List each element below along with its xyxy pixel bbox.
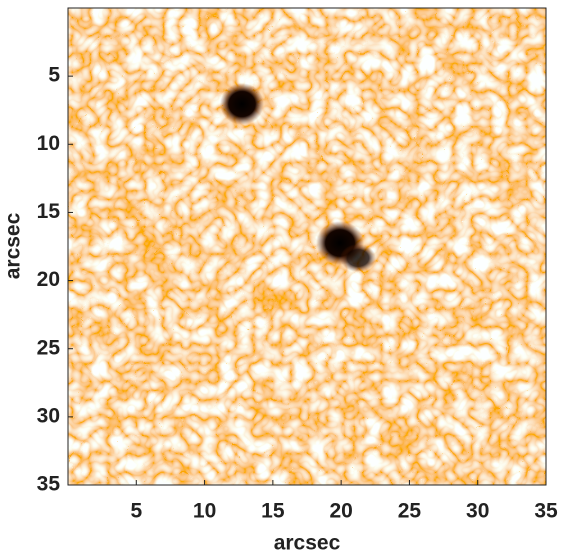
x-axis-label: arcsec xyxy=(274,532,341,555)
y-tick-label: 30 xyxy=(37,404,60,427)
plot-frame xyxy=(67,7,547,486)
x-tick-label: 30 xyxy=(466,500,489,523)
sunspot xyxy=(340,244,376,272)
x-tick-label: 5 xyxy=(130,500,142,523)
image xyxy=(68,8,546,485)
granulation xyxy=(68,8,546,485)
x-tick-label: 20 xyxy=(329,500,352,523)
y-tick-label: 25 xyxy=(37,336,61,359)
sunspot xyxy=(220,83,264,125)
y-axis-label: arcsec xyxy=(2,212,25,279)
y-tick-label: 20 xyxy=(37,268,60,291)
x-tick-label: 25 xyxy=(398,500,422,523)
y-tick-label: 15 xyxy=(37,200,61,223)
x-tick-label: 15 xyxy=(261,500,285,523)
x-tick-label: 10 xyxy=(193,500,216,523)
y-tick-label: 35 xyxy=(37,473,61,496)
y-tick-label: 10 xyxy=(37,132,60,155)
x-tick-label: 35 xyxy=(534,500,558,523)
y-tick-label: 5 xyxy=(48,64,60,87)
